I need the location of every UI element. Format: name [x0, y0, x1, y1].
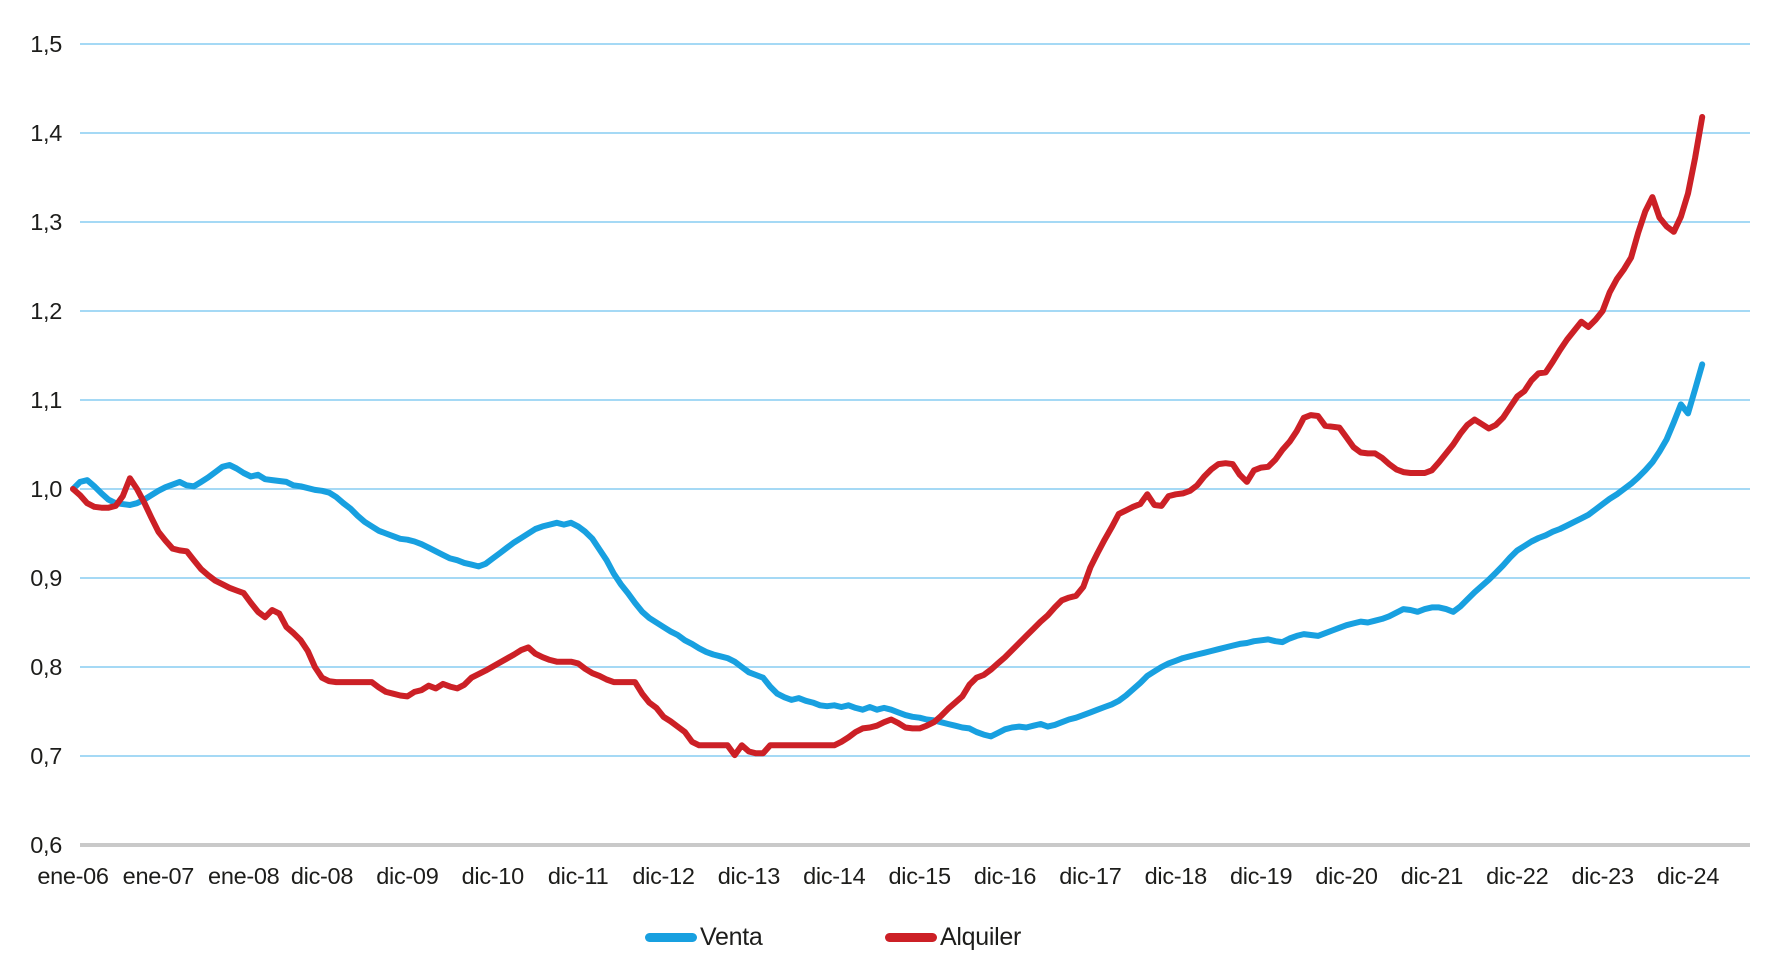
x-axis-tick-label: dic-11: [548, 863, 608, 889]
x-axis-tick-label: dic-14: [803, 863, 865, 889]
x-axis-tick-label: dic-20: [1315, 863, 1377, 889]
y-axis-tick-label: 0,9: [30, 565, 62, 591]
x-axis-tick-label: dic-08: [291, 863, 353, 889]
y-axis-tick-label: 1,2: [30, 298, 62, 324]
alquiler-line-swatch-icon: [885, 932, 937, 942]
y-axis-tick-label: 1,0: [30, 476, 62, 502]
x-axis-tick-label: dic-16: [974, 863, 1036, 889]
alquiler-series-line: [70, 114, 1706, 759]
venta-series-line: [70, 361, 1706, 740]
x-axis-tick-label: dic-13: [718, 863, 780, 889]
x-axis-tick-label: dic-21: [1401, 863, 1463, 889]
legend-label-alquiler: Alquiler: [940, 922, 1021, 951]
x-axis-tick-label: dic-09: [376, 863, 438, 889]
y-axis-tick-label: 1,4: [30, 120, 62, 146]
y-axis-tick-label: 1,5: [30, 31, 62, 57]
x-axis-tick-label: ene-07: [123, 863, 194, 889]
legend-item-alquiler: Alquiler: [885, 919, 1021, 955]
venta-line-swatch-icon: [645, 932, 697, 942]
x-axis-tick-label: dic-19: [1230, 863, 1292, 889]
y-axis-tick-label: 1,1: [30, 387, 62, 413]
legend-item-venta: Venta: [645, 919, 763, 955]
x-axis-tick-label: dic-22: [1486, 863, 1548, 889]
x-axis-tick-label: dic-15: [889, 863, 951, 889]
chart-legend: Venta Alquiler: [0, 919, 1772, 955]
y-axis-tick-label: 0,8: [30, 654, 62, 680]
x-axis-tick-label: dic-18: [1145, 863, 1207, 889]
y-axis-tick-label: 1,3: [30, 209, 62, 235]
x-axis-tick-label: ene-08: [208, 863, 280, 889]
x-axis-tick-label: dic-10: [462, 863, 524, 889]
y-axis-tick-label: 0,6: [30, 832, 62, 858]
x-axis-tick-label: dic-17: [1059, 863, 1121, 889]
x-axis-tick-label: dic-23: [1572, 863, 1634, 889]
x-axis-tick-label: dic-24: [1657, 863, 1719, 889]
legend-label-venta: Venta: [700, 922, 763, 951]
x-axis-tick-label: ene-06: [37, 863, 109, 889]
y-axis-tick-label: 0,7: [30, 743, 62, 769]
x-axis-tick-label: dic-12: [632, 863, 694, 889]
